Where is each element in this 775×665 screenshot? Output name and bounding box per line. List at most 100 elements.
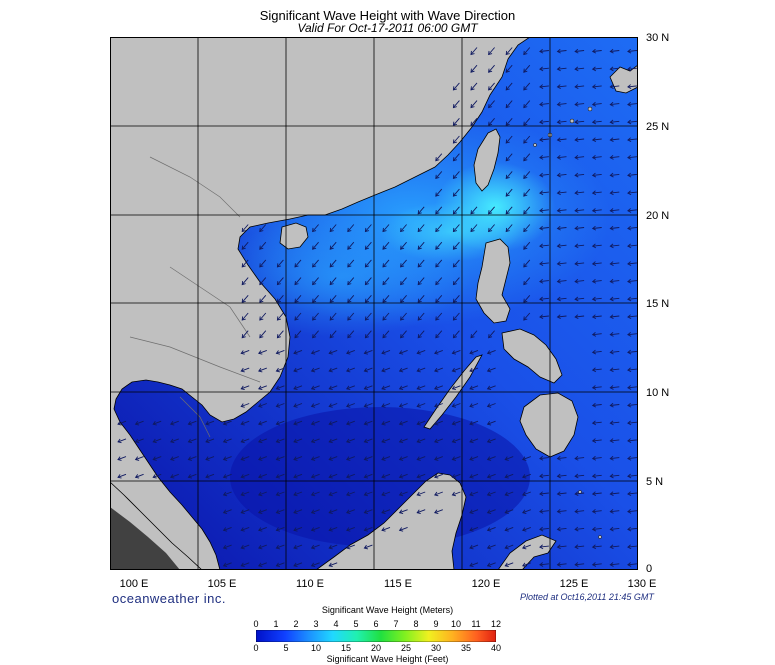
wave-arrow-head [328, 438, 333, 444]
wave-arrow [435, 153, 443, 161]
wave-arrow-head [187, 474, 193, 479]
lon-label: 115 E [384, 578, 412, 590]
wave-arrow-head [241, 316, 246, 321]
wave-arrow [452, 403, 461, 407]
wave-map-svg [110, 37, 638, 570]
wave-arrow [311, 403, 320, 407]
wave-arrow [539, 457, 549, 460]
wave-arrow [557, 173, 567, 176]
lat-label: 25 N [646, 121, 670, 133]
wave-arrow [453, 153, 460, 161]
wave-arrow [627, 492, 637, 495]
wave-arrow-head [134, 474, 140, 479]
wave-arrow-head [627, 172, 632, 178]
wave-arrow [453, 188, 460, 197]
wave-arrow [434, 349, 443, 354]
wave-arrow-head [574, 155, 579, 160]
wave-arrow-head [416, 474, 421, 479]
wave-arrow [435, 259, 443, 268]
wave-arrow-head [627, 526, 632, 532]
wave-arrow [435, 171, 443, 179]
wave-arrow [435, 277, 443, 285]
wave-arrow-head [627, 473, 632, 479]
wave-arrow-head [522, 491, 527, 497]
wave-arrow [505, 171, 513, 179]
wave-arrow-head [364, 263, 369, 268]
wave-arrow [205, 438, 215, 443]
legend-tick-feet: 5 [283, 643, 289, 653]
wave-arrow [259, 259, 267, 268]
wave-arrow [592, 404, 602, 406]
wave-arrow [505, 509, 514, 514]
wave-arrow [575, 227, 585, 229]
wave-arrow-head [591, 278, 597, 284]
wave-arrow-head [591, 385, 597, 390]
wave-arrow [381, 385, 391, 390]
wave-arrow [258, 403, 267, 407]
wave-arrow-head [609, 66, 614, 72]
wave-arrow-head [469, 367, 474, 373]
wave-arrow-head [240, 438, 245, 444]
wave-arrow-head [574, 562, 579, 567]
wave-arrow-head [452, 192, 457, 197]
wave-arrow [523, 224, 531, 232]
wave-arrow [505, 47, 513, 55]
wave-arrow-head [627, 208, 632, 213]
legend-tick-feet: 40 [490, 643, 501, 653]
wave-arrow-head [364, 316, 369, 321]
wave-arrow-head [591, 455, 597, 461]
wave-arrow-head [259, 280, 264, 286]
wave-arrow-head [505, 139, 510, 144]
wave-arrow-head [452, 86, 457, 91]
wave-arrow-head [435, 280, 440, 286]
wave-arrow [241, 295, 249, 303]
wave-arrow [241, 491, 250, 496]
wave-arrow-head [627, 225, 632, 231]
wave-arrow [293, 509, 303, 514]
wave-arrow [452, 438, 461, 443]
wave-arrow [400, 241, 407, 250]
wave-arrow-head [381, 527, 386, 532]
wave-arrow-head [452, 334, 457, 339]
wave-arrow [241, 385, 250, 390]
wave-arrow-head [627, 402, 632, 408]
island-dot [569, 118, 575, 124]
wave-arrow-head [294, 280, 299, 286]
wave-arrow [592, 227, 602, 229]
wave-arrow [241, 562, 250, 567]
wave-arrow [364, 367, 373, 372]
wave-arrow [505, 100, 513, 108]
wave-arrow-head [258, 367, 263, 373]
wave-arrow-head [347, 280, 352, 286]
wave-arrow [241, 259, 249, 268]
wave-arrow-head [451, 456, 457, 461]
wave-arrow-head [241, 298, 246, 303]
wave-arrow [592, 439, 602, 442]
wave-arrow [435, 295, 443, 303]
wave-arrow-head [556, 562, 561, 567]
wave-arrow-head [275, 456, 281, 461]
wave-arrow [627, 85, 637, 88]
wave-arrow [627, 350, 637, 353]
wave-arrow-head [627, 155, 632, 160]
wave-arrow-head [417, 298, 422, 303]
wave-arrow-head [346, 403, 351, 408]
wave-arrow [575, 67, 585, 70]
wave-arrow-head [591, 208, 597, 213]
wave-arrow-head [574, 66, 579, 72]
wave-arrow-head [434, 491, 439, 497]
wave-arrow [557, 103, 567, 106]
wave-arrow-head [522, 544, 527, 550]
wave-arrow-head [488, 68, 493, 73]
wave-arrow-head [258, 474, 263, 479]
wave-arrow [487, 349, 496, 354]
wave-arrow [522, 562, 531, 567]
wave-arrow [259, 241, 267, 250]
wave-arrow [329, 277, 337, 285]
wave-arrow-head [222, 421, 228, 426]
wave-arrow [329, 241, 337, 250]
wave-arrow [592, 474, 602, 477]
wave-arrow-head [240, 421, 245, 426]
wave-arrow-head [627, 420, 632, 426]
wave-arrow-head [609, 84, 614, 89]
